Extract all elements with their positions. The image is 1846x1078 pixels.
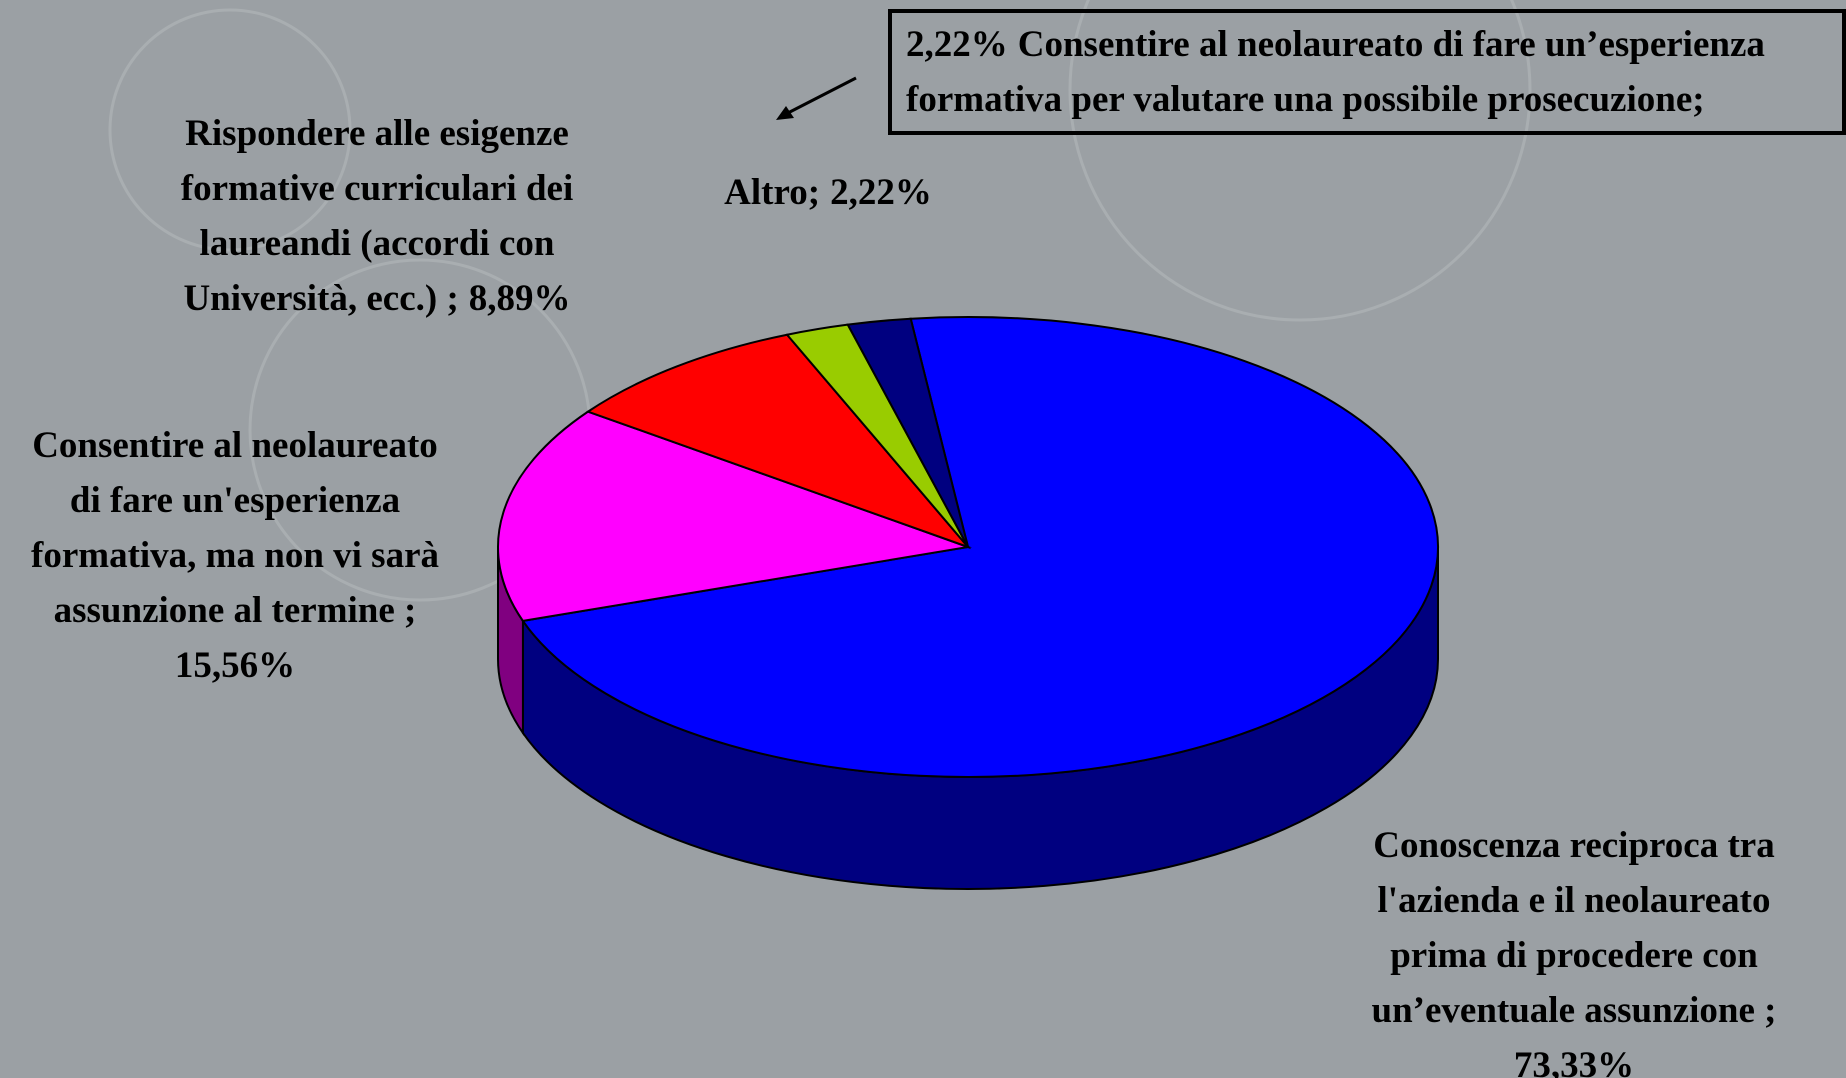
- label-line: l'azienda e il neolaureato: [1372, 873, 1777, 928]
- pie-slice: [521, 316, 1439, 778]
- label-line: formativa, ma non vi sarà: [31, 528, 439, 583]
- category-label: formativa, ma non vi sarà: [31, 535, 439, 576]
- label-line: Conoscenza reciproca tra: [1372, 818, 1777, 873]
- label-line: prima di procedere con: [1372, 928, 1777, 983]
- label-line: Rispondere alle esigenze: [181, 106, 573, 161]
- label-line: 2,22% Consentire al neolaureato di fare u…: [906, 17, 1828, 72]
- bg-decoration: [108, 8, 352, 252]
- category-label: Consentire al neolaureato: [32, 425, 438, 466]
- category-label: laureandi (accordi con: [199, 223, 555, 264]
- category-label: un’eventuale assunzione ;: [1371, 990, 1777, 1031]
- label-line: un’eventuale assunzione ;: [1372, 983, 1777, 1038]
- pie-slice: [497, 410, 972, 623]
- value-label: 8,89%: [468, 278, 571, 319]
- category-label: Rispondere alle esigenze: [185, 113, 569, 154]
- label-line: Università, ecc.) ; 8,89%: [181, 271, 573, 326]
- slice-label: Altro; 2,22%: [724, 165, 932, 220]
- label-line: Altro; 2,22%: [724, 165, 932, 220]
- category-label: formative curriculari dei: [180, 168, 574, 209]
- arrow: [781, 76, 857, 118]
- value-label: 73,33%: [1513, 1045, 1635, 1078]
- value-label: 15,56%: [174, 645, 296, 686]
- label-line: formativa per valutare una possibile pro…: [906, 72, 1828, 127]
- category-label: formativa per valutare una possibile pro…: [906, 79, 1705, 120]
- value-label: 2,22%: [906, 24, 1008, 65]
- category-label: assunzione al termine ;: [53, 590, 417, 631]
- label-line: di fare un'esperienza: [31, 473, 439, 528]
- pie-slice: [846, 317, 969, 548]
- category-label: Consentire al neolaureato di fare un’esp…: [1017, 24, 1765, 65]
- slice-label: Conoscenza reciproca tra l'azienda e il n…: [1372, 818, 1777, 1078]
- arrow-head: [776, 106, 794, 120]
- slice-label: Rispondere alle esigenze formative curric…: [181, 106, 573, 326]
- slice-label: 2,22% Consentire al neolaureato di fare u…: [888, 9, 1846, 135]
- category-label: l'azienda e il neolaureato: [1377, 880, 1771, 921]
- bg-decoration: [1068, 0, 1532, 322]
- label-line: formative curriculari dei: [181, 161, 573, 216]
- category-label: Altro;: [724, 172, 821, 213]
- label-line: Consentire al neolaureato: [31, 418, 439, 473]
- pie-slice: [585, 333, 972, 550]
- label-line: assunzione al termine ;: [31, 583, 439, 638]
- slice-label: Consentire al neolaureato di fare un'espe…: [31, 418, 439, 693]
- category-label: Università, ecc.) ;: [183, 278, 459, 319]
- category-label: di fare un'esperienza: [69, 480, 401, 521]
- value-label: 2,22%: [830, 172, 932, 213]
- label-line: laureandi (accordi con: [181, 216, 573, 271]
- category-label: Conoscenza reciproca tra: [1373, 825, 1775, 866]
- category-label: prima di procedere con: [1390, 935, 1758, 976]
